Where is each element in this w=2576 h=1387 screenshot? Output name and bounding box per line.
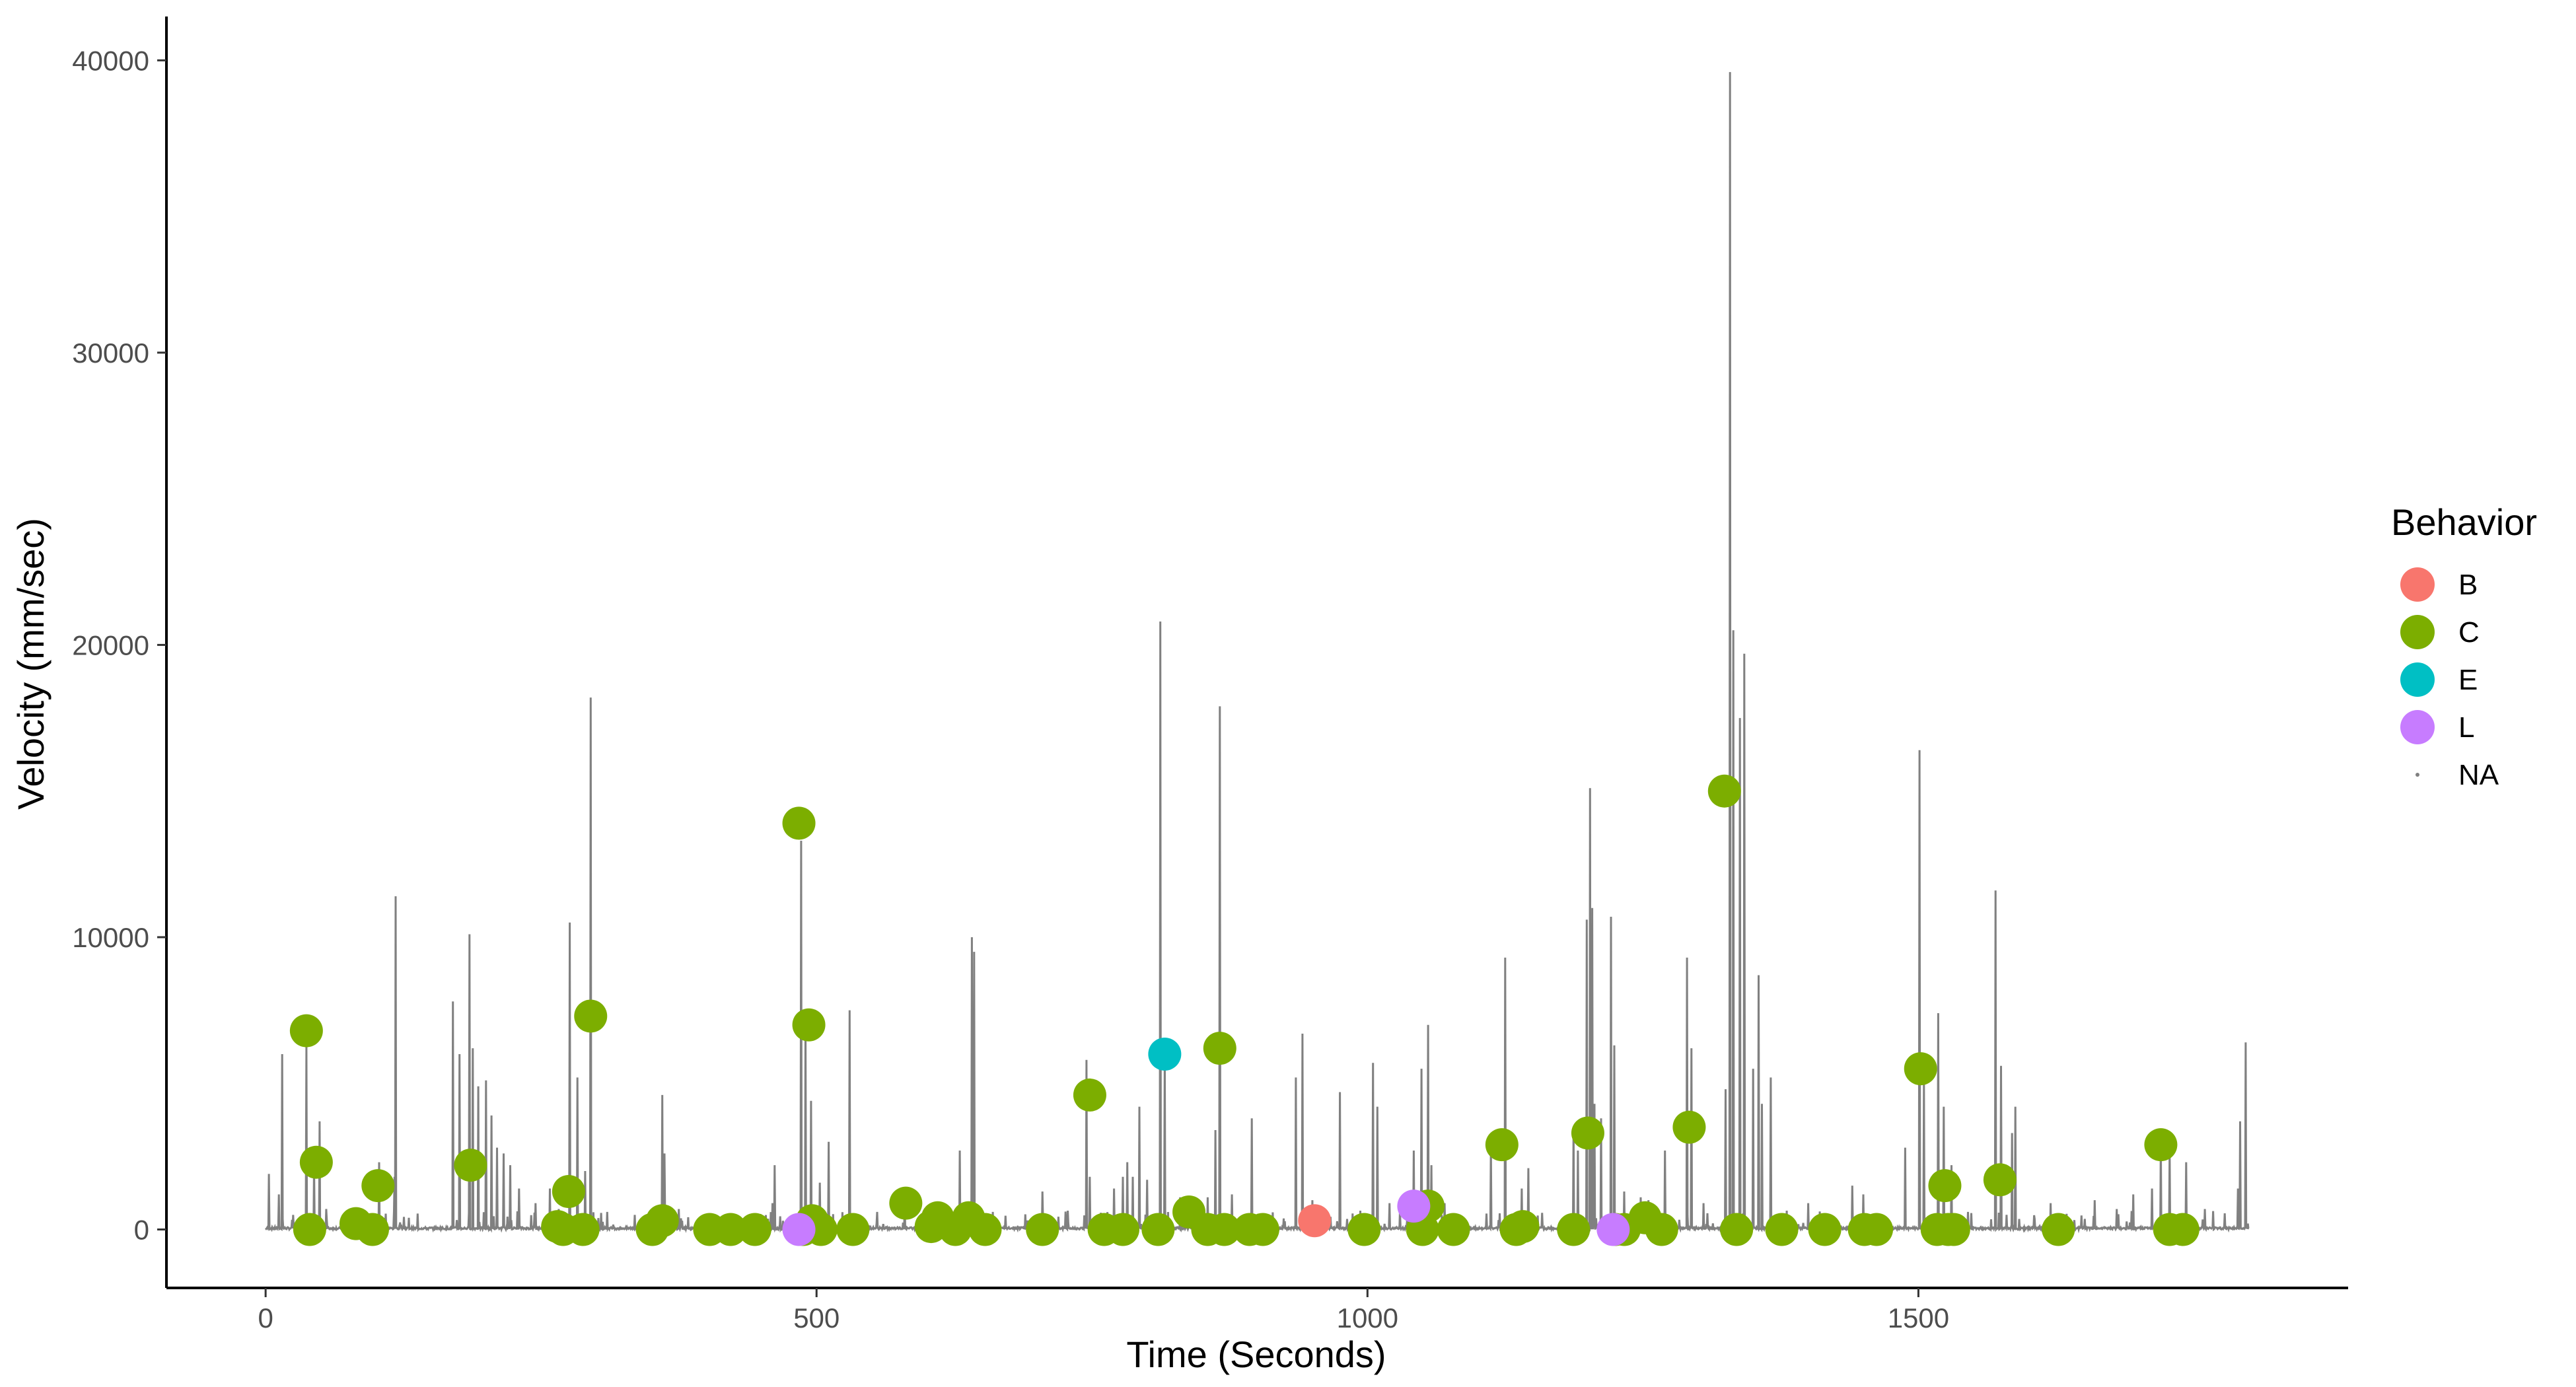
- behavior-point-c: [714, 1213, 748, 1246]
- behavior-point-c: [1141, 1213, 1175, 1246]
- behavior-point-c: [454, 1149, 487, 1182]
- behavior-point-c: [299, 1145, 333, 1179]
- behavior-point-c: [1672, 1110, 1706, 1144]
- behavior-point-c: [552, 1174, 585, 1208]
- legend-key-b: [2400, 567, 2435, 602]
- behavior-point-c: [792, 1008, 826, 1042]
- y-tick-label: 20000: [72, 629, 149, 660]
- behavior-point-c: [1203, 1032, 1236, 1065]
- y-tick-label: 40000: [72, 45, 149, 76]
- behavior-point-c: [293, 1213, 326, 1246]
- legend-key-na: [2415, 773, 2419, 777]
- behavior-point-c: [1983, 1163, 2017, 1197]
- behavior-point-c: [889, 1186, 923, 1220]
- x-tick-label: 0: [258, 1302, 273, 1334]
- behavior-point-c: [1437, 1213, 1470, 1246]
- behavior-point-c: [1557, 1213, 1591, 1246]
- legend-label-na: NA: [2458, 759, 2499, 791]
- y-axis-ticks: 0 10000 20000 30000 40000: [72, 45, 166, 1245]
- behavior-point-c: [1928, 1169, 1962, 1203]
- behavior-point-c: [645, 1204, 679, 1238]
- behavior-point-c: [1246, 1213, 1279, 1246]
- x-axis-title: Time (Seconds): [1126, 1334, 1386, 1375]
- behavior-point-c: [1765, 1213, 1799, 1246]
- behavior-point-c: [1026, 1213, 1059, 1246]
- behavior-point-c: [1645, 1213, 1678, 1246]
- legend-key-e: [2400, 662, 2435, 697]
- behavior-point-c: [782, 806, 816, 840]
- behavior-point-c: [1904, 1052, 1937, 1086]
- behavior-point-c: [1937, 1213, 1970, 1246]
- legend-label-l: L: [2458, 711, 2474, 744]
- legend-label-c: C: [2458, 616, 2480, 649]
- behavior-point-c: [574, 999, 608, 1033]
- legend-label-b: B: [2458, 569, 2478, 601]
- behavior-points-layer: [289, 774, 2200, 1246]
- behavior-point-c: [1720, 1213, 1754, 1246]
- behavior-point-l: [782, 1213, 816, 1246]
- behavior-point-c: [1860, 1213, 1894, 1246]
- y-axis-title: Velocity (mm/sec): [10, 518, 52, 810]
- legend-title: Behavior: [2391, 501, 2537, 543]
- velocity-line: [264, 72, 2250, 1234]
- velocity-line-layer: [264, 72, 2250, 1234]
- axes: 0 500 1000 1500 0 10000 20000 30000 40000: [72, 17, 2348, 1334]
- x-tick-label: 1000: [1337, 1302, 1398, 1334]
- y-tick-label: 0: [134, 1214, 149, 1245]
- behavior-point-c: [1207, 1213, 1241, 1246]
- x-axis-ticks: 0 500 1000 1500: [258, 1288, 1949, 1334]
- behavior-point-c: [1571, 1116, 1604, 1150]
- behavior-point-e: [1148, 1037, 1182, 1071]
- behavior-point-c: [1707, 774, 1741, 808]
- x-tick-label: 500: [793, 1302, 840, 1334]
- y-tick-label: 10000: [72, 922, 149, 953]
- behavior-point-l: [1596, 1213, 1630, 1246]
- y-tick-label: 30000: [72, 338, 149, 369]
- behavior-point-b: [1298, 1204, 1332, 1238]
- legend-key-l: [2400, 710, 2435, 744]
- behavior-point-c: [2042, 1213, 2075, 1246]
- behavior-point-c: [1485, 1128, 1519, 1162]
- behavior-point-c: [968, 1213, 1002, 1246]
- behavior-point-c: [1347, 1213, 1381, 1246]
- legend-label-e: E: [2458, 664, 2478, 696]
- behavior-point-l: [1397, 1190, 1431, 1223]
- legend-key-c: [2400, 615, 2435, 649]
- behavior-point-c: [836, 1213, 870, 1246]
- behavior-point-c: [361, 1169, 395, 1203]
- behavior-point-c: [355, 1213, 389, 1246]
- behavior-point-c: [1073, 1078, 1106, 1112]
- x-tick-label: 1500: [1888, 1302, 1949, 1334]
- behavior-point-c: [2166, 1213, 2200, 1246]
- behavior-point-c: [1506, 1210, 1540, 1244]
- behavior-point-c: [566, 1213, 600, 1246]
- behavior-point-c: [2144, 1128, 2178, 1162]
- behavior-point-c: [289, 1014, 323, 1048]
- behavior-point-c: [1106, 1213, 1139, 1246]
- behavior-point-c: [1808, 1213, 1842, 1246]
- behavior-point-c: [738, 1213, 771, 1246]
